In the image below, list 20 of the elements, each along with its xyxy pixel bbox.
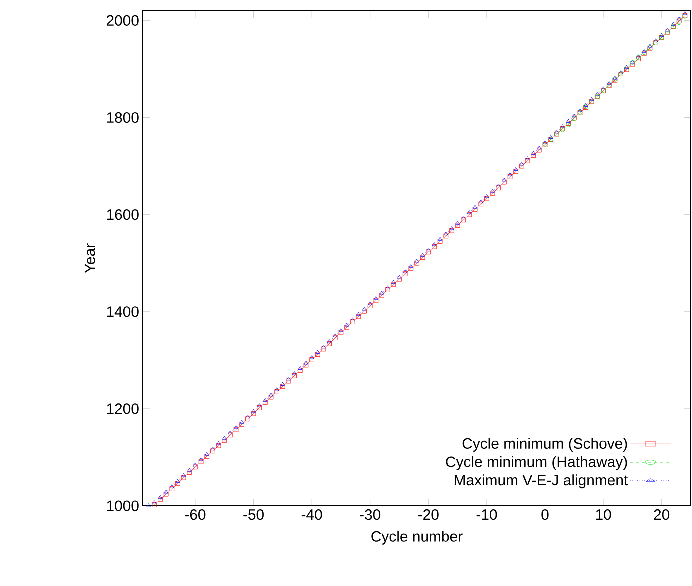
x-axis-title: Cycle number xyxy=(372,530,463,545)
x-tick-label: 10 xyxy=(596,510,612,520)
y-tick-label: 1600 xyxy=(107,210,139,220)
legend-label: Cycle minimum (Schove) xyxy=(462,438,628,452)
x-tick-label: -20 xyxy=(418,510,439,520)
x-tick-label: 20 xyxy=(654,510,670,520)
x-tick-label: -40 xyxy=(302,510,322,520)
legend-label: Cycle minimum (Hathaway) xyxy=(446,456,628,470)
x-tick-label: -10 xyxy=(476,510,498,520)
y-tick-label: 2000 xyxy=(106,15,139,26)
x-tick-label: -50 xyxy=(244,510,264,520)
y-axis-title: Year xyxy=(84,244,96,274)
y-tick-label: 1800 xyxy=(107,112,139,124)
y-tick-label: 1200 xyxy=(107,404,139,414)
x-tick-label: 0 xyxy=(542,510,549,520)
y-tick-label: 1000 xyxy=(107,500,139,512)
x-tick-label: -60 xyxy=(185,510,206,520)
y-tick-label: 1400 xyxy=(107,306,139,318)
x-tick-label: -30 xyxy=(360,510,381,520)
legend-label: Maximum V-E-J alignment xyxy=(454,474,628,489)
